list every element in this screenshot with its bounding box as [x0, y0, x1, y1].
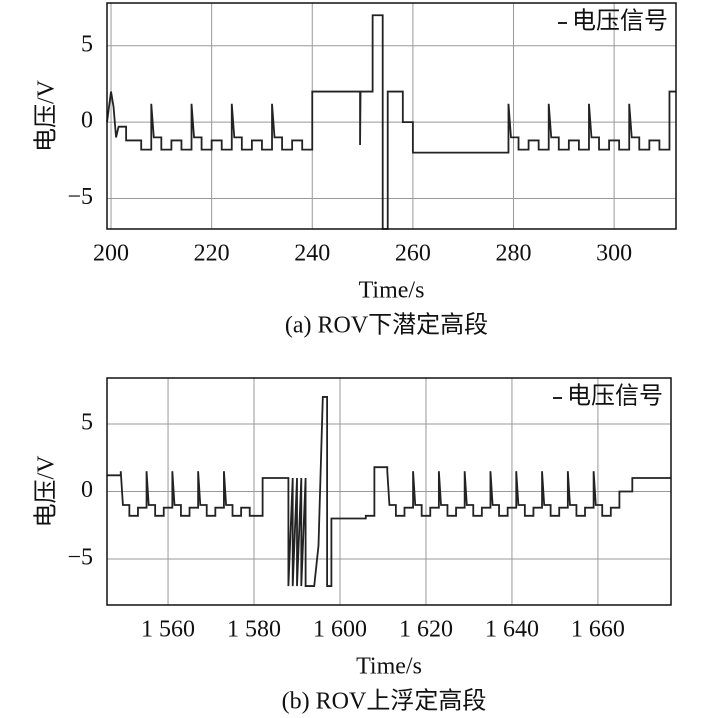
x-tick-label: 260	[395, 241, 431, 267]
plot-frame	[106, 377, 672, 606]
x-tick-label: 240	[294, 241, 330, 267]
x-tick-label: 1 560	[141, 617, 195, 643]
legend-label: 电压信号	[572, 8, 668, 35]
plot-frame	[106, 2, 677, 230]
y-tick-label: −5	[67, 184, 93, 210]
y-tick-label: 5	[81, 409, 93, 435]
x-tick-label: 1 620	[399, 617, 453, 643]
x-tick-label: 220	[194, 241, 230, 267]
x-tick-label: 200	[93, 241, 129, 267]
signal-line	[107, 396, 671, 587]
signal-line	[106, 14, 676, 230]
y-tick-label: −5	[67, 545, 93, 571]
caption: (b) ROV上浮定高段	[282, 688, 487, 715]
y-tick-label: 0	[81, 477, 93, 503]
x-axis-label: Time/s	[359, 278, 425, 304]
x-tick-label: 280	[496, 241, 532, 267]
x-tick-label: 1 600	[313, 617, 367, 643]
y-tick-label: 0	[81, 108, 93, 134]
x-tick-label: 1 580	[227, 617, 281, 643]
legend-label: 电压信号	[567, 383, 663, 410]
x-tick-label: 1 660	[571, 617, 625, 643]
y-axis-label: 电压/V	[33, 455, 60, 528]
y-axis-label: 电压/V	[33, 79, 60, 152]
x-tick-label: 300	[596, 241, 632, 267]
x-axis-label: Time/s	[356, 654, 422, 680]
x-tick-label: 1 640	[485, 617, 539, 643]
y-tick-label: 5	[81, 31, 93, 57]
caption: (a) ROV下潜定高段	[285, 312, 488, 339]
